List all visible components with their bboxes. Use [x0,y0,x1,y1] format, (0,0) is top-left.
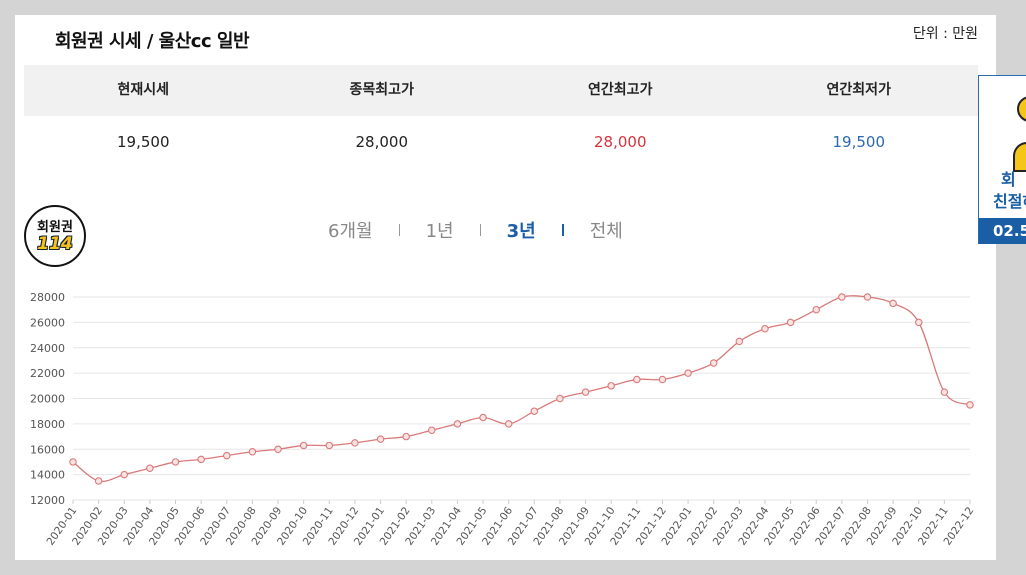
stat-value-all-time-high: 28,000 [355,133,409,151]
stat-value-year-low: 19,500 [832,133,886,151]
tab-all[interactable]: 전체 [589,221,623,242]
data-point [69,458,77,466]
data-point [914,318,923,327]
side-widget-line2: 친절하 [993,192,1026,211]
side-widget-line1: 회 [1001,170,1016,189]
data-point [684,369,692,377]
y-tick-label: 18000 [30,418,65,431]
data-point [197,455,205,464]
page-title: 회원권 시세 / 울산cc 일반 [55,31,250,52]
data-point [120,470,129,479]
data-point [146,464,154,473]
series-line [72,295,971,483]
y-tick-label: 16000 [30,443,65,456]
y-tick-label: 24000 [30,342,65,355]
data-point [171,458,180,466]
data-point [633,375,641,384]
y-tick-label: 26000 [30,316,65,329]
data-point [556,394,564,403]
mascot-head-icon [1017,96,1026,122]
tab-divider [398,224,400,236]
y-tick-label: 12000 [30,494,65,507]
tab-3years[interactable]: 3년 [506,221,536,242]
data-point [735,337,744,346]
data-point [709,359,718,367]
y-tick-label: 20000 [30,393,65,406]
logo-number: 114 [37,234,73,254]
stat-label-year-high: 연간최고가 [588,82,653,98]
data-point [838,293,846,301]
stat-label-year-low: 연간최저가 [826,82,891,98]
stat-value-current: 19,500 [117,133,170,151]
data-point [786,318,795,327]
data-point [274,445,282,453]
data-point [402,432,410,441]
data-point [351,439,359,447]
logo-badge: 회원권 114 [24,205,86,267]
unit-label: 단위 : 만원 [912,26,978,42]
period-tabs: 6개월 1년 3년 전체 [320,215,631,245]
data-point [223,451,231,460]
stats-header-row: 현재시세 종목최고가 연간최고가 연간최저가 [24,65,978,116]
stats-value-row: 19,500 28,000 28,000 19,500 [24,116,978,168]
side-contact-widget[interactable]: 회 친절하 02.5 [978,75,1026,244]
tab-divider [479,224,481,236]
stat-label-all-time-high: 종목최고가 [349,82,414,98]
data-point [325,441,334,450]
y-tick-label: 22000 [30,367,65,380]
data-point [658,375,667,384]
stat-value-year-high: 28,000 [594,133,647,151]
data-point [966,401,974,409]
data-point [94,477,103,485]
data-point [812,305,820,314]
tab-6months[interactable]: 6개월 [328,221,373,242]
data-point [607,382,615,390]
y-tick-label: 28000 [30,291,65,304]
data-point [581,388,590,396]
tab-divider [561,224,564,236]
data-point [863,293,872,301]
data-point [299,441,308,450]
mascot-body-icon [1013,142,1026,172]
tab-1year[interactable]: 1년 [425,221,454,242]
data-point [761,324,769,333]
price-panel: 회원권 시세 / 울산cc 일반 단위 : 만원 현재시세 종목최고가 연간최고… [15,15,996,560]
data-point [504,420,513,428]
data-point [248,448,257,456]
y-tick-label: 14000 [30,469,65,482]
data-point [428,426,436,434]
logo-text: 회원권 [37,220,73,235]
stat-label-current: 현재시세 [117,82,170,98]
data-point [453,420,462,428]
side-widget-phone: 02.5 [979,218,1026,244]
price-line-chart: 12000 14000 16000 18000 20000 22000 24000 26000… [30,291,976,548]
data-point [940,388,949,396]
data-point [479,413,487,422]
data-point [889,299,897,308]
data-point [376,435,385,443]
data-point [530,407,539,415]
